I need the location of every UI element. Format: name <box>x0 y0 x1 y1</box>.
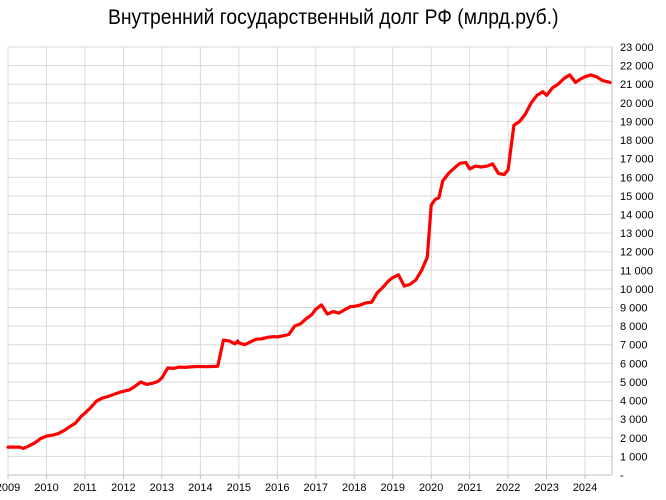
x-tick-label: 2022 <box>496 482 520 494</box>
y-tick-label: 17 000 <box>620 154 654 166</box>
y-tick-label: 6 000 <box>620 358 648 370</box>
y-tick-label: 3 000 <box>620 414 648 426</box>
x-tick-label: 2020 <box>419 482 443 494</box>
y-tick-label: 12 000 <box>620 247 654 259</box>
x-tick-label: 2023 <box>534 482 558 494</box>
y-tick-label: 8 000 <box>620 321 648 333</box>
x-tick-label: 2009 <box>0 482 20 494</box>
y-tick-label: 22 000 <box>620 61 654 73</box>
y-tick-label: 7 000 <box>620 340 648 352</box>
gridlines <box>7 46 612 479</box>
x-tick-label: 2010 <box>34 482 58 494</box>
y-tick-label: 11 000 <box>620 265 653 277</box>
y-tick-label: 10 000 <box>620 284 654 296</box>
series <box>6 73 612 450</box>
y-tick-label: 4 000 <box>620 396 648 408</box>
chart-title: Внутренний государственный долг РФ (млрд… <box>107 6 559 29</box>
y-tick-label: 19 000 <box>620 116 654 128</box>
x-tick-label: 2018 <box>342 482 366 494</box>
x-tick-label: 2024 <box>573 482 597 494</box>
y-tick-label: 9 000 <box>620 303 648 315</box>
x-tick-label: 2014 <box>188 482 212 494</box>
y-tick-labels: - 1 000 2 000 3 000 4 000 5 000 6 000 7 000 8 00… <box>620 42 654 482</box>
y-tick-label: 20 000 <box>620 98 654 110</box>
y-tick-label: - <box>620 470 624 482</box>
x-tick-label: 2019 <box>380 482 404 494</box>
x-tick-label: 2017 <box>304 482 328 494</box>
x-tick-label: 2013 <box>150 482 174 494</box>
x-tick-labels: 2009 2010 2011 2012 2013 2014 2015 2016 2017 2018… <box>0 482 597 494</box>
y-tick-label: 15 000 <box>620 191 654 203</box>
y-tick-label: 23 000 <box>620 42 654 54</box>
x-tick-label: 2011 <box>73 482 97 494</box>
y-tick-label: 16 000 <box>620 172 654 184</box>
y-tick-label: 2 000 <box>620 433 648 445</box>
x-tick-label: 2021 <box>457 482 481 494</box>
y-tick-label: 21 000 <box>620 79 654 91</box>
y-tick-label: 13 000 <box>620 228 654 240</box>
y-tick-label: 18 000 <box>620 135 654 147</box>
y-tick-label: 14 000 <box>620 209 654 221</box>
y-tick-label: 5 000 <box>620 377 648 389</box>
x-tick-label: 2012 <box>111 482 135 494</box>
x-tick-label: 2015 <box>227 482 251 494</box>
series-line <box>6 73 612 450</box>
x-tick-label: 2016 <box>265 482 289 494</box>
y-tick-label: 1 000 <box>620 451 648 463</box>
